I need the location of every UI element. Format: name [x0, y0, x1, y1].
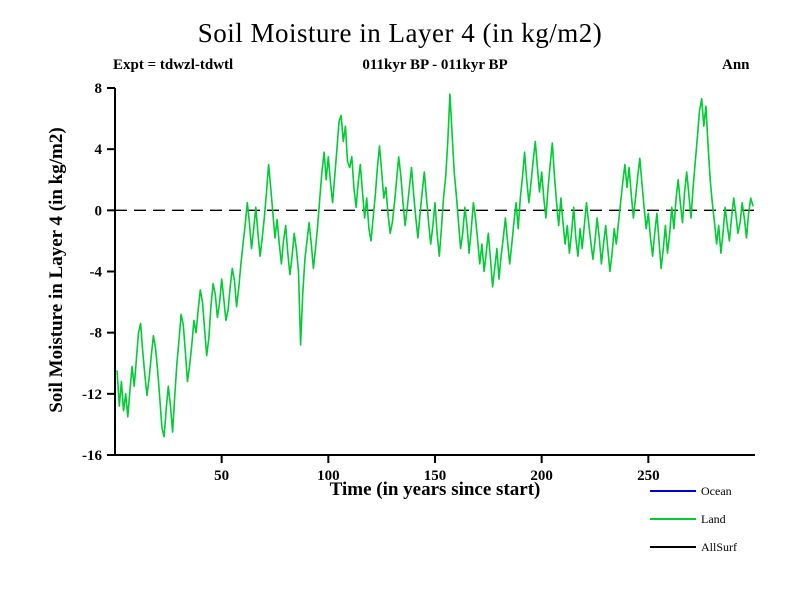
x-tick-label: 150 [424, 468, 447, 484]
legend-label-allsurf: AllSurf [701, 540, 737, 554]
season-label: Ann [722, 57, 750, 73]
y-tick-label: -4 [90, 265, 103, 281]
legend-label-ocean: Ocean [701, 484, 732, 498]
x-tick-label: 250 [637, 468, 660, 484]
y-tick-label: -12 [82, 387, 102, 403]
period-label: 011kyr BP - 011kyr BP [362, 57, 508, 73]
legend-label-land: Land [701, 512, 726, 526]
x-tick-label: 100 [317, 468, 340, 484]
x-axis-label: Time (in years since start) [329, 479, 541, 500]
land-series-line [116, 93, 754, 438]
experiment-label: Expt = tdwzl-tdwtl [113, 57, 234, 73]
y-tick-label: -16 [82, 448, 102, 464]
y-tick-label: 0 [95, 203, 103, 219]
y-tick-label: 8 [95, 81, 103, 97]
x-tick-label: 50 [214, 468, 229, 484]
y-tick-label: -8 [90, 326, 103, 342]
x-tick-label: 200 [530, 468, 553, 484]
y-tick-label: 4 [95, 142, 103, 158]
chart-title: Soil Moisture in Layer 4 (in kg/m2) [197, 18, 603, 48]
